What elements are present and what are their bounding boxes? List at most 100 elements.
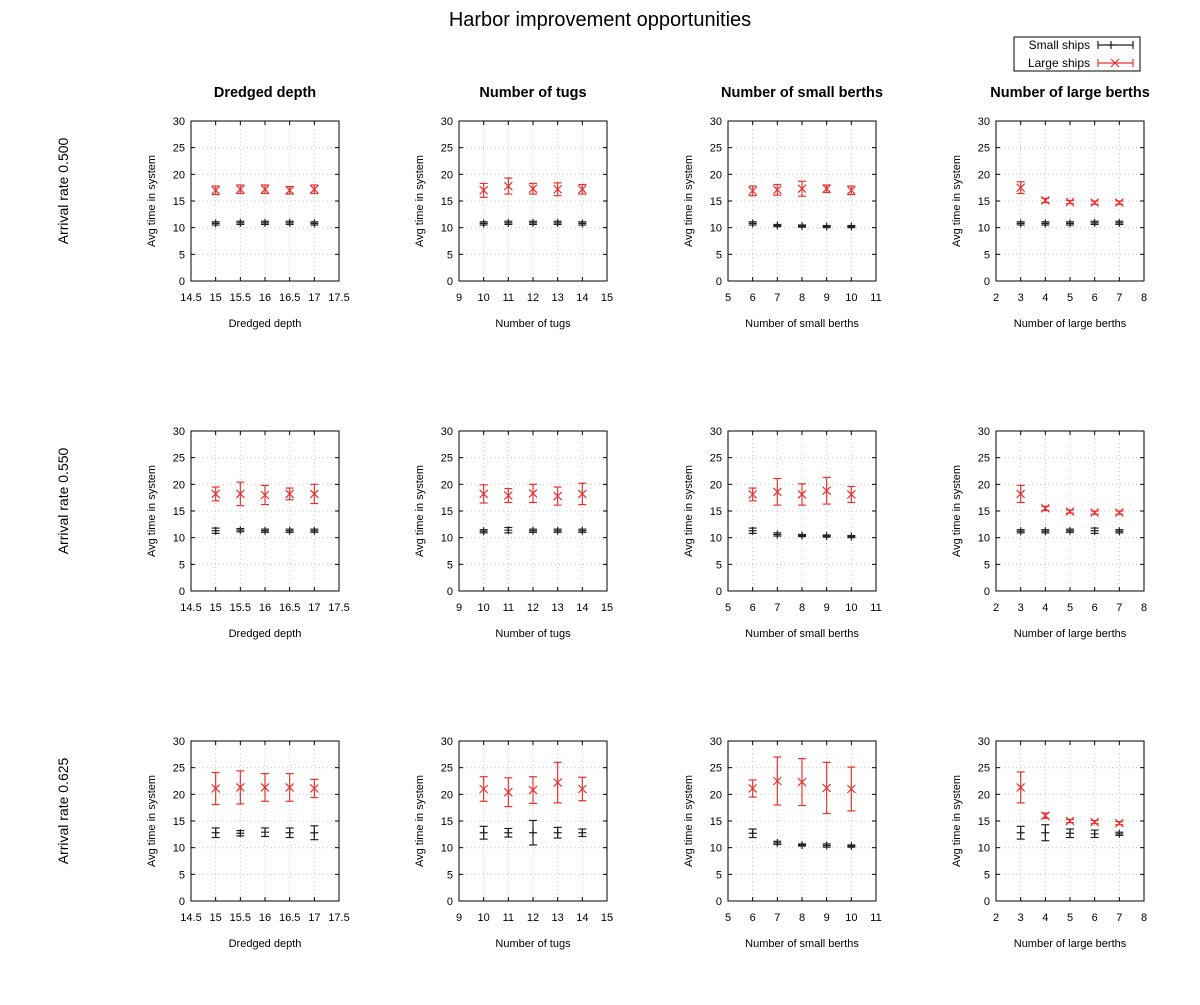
x-tick-label: 2 bbox=[993, 602, 999, 614]
y-axis-label: Avg time in system bbox=[951, 465, 963, 557]
large-ships-point bbox=[797, 490, 807, 499]
x-tick-label: 3 bbox=[1018, 292, 1024, 304]
y-tick-label: 0 bbox=[716, 276, 722, 288]
x-tick-label: 7 bbox=[1116, 602, 1122, 614]
y-tick-label: 10 bbox=[710, 533, 722, 545]
small-ships-point bbox=[310, 526, 319, 535]
y-tick-label: 15 bbox=[441, 816, 453, 828]
small-ships-point bbox=[479, 527, 488, 536]
row-label: Arrival rate 0.625 bbox=[55, 757, 71, 864]
x-tick-label: 15 bbox=[601, 912, 613, 924]
y-tick-label: 15 bbox=[173, 506, 185, 518]
column-title: Dredged depth bbox=[214, 85, 316, 101]
y-tick-label: 15 bbox=[978, 816, 990, 828]
small-ships-point bbox=[773, 530, 782, 539]
chart-title: Harbor improvement opportunities bbox=[449, 9, 751, 31]
small-ships-point bbox=[1016, 527, 1025, 536]
small-ships-point bbox=[1041, 219, 1050, 228]
y-tick-label: 25 bbox=[978, 763, 990, 775]
large-ships-point bbox=[528, 785, 538, 795]
x-tick-label: 4 bbox=[1042, 292, 1048, 304]
y-tick-label: 0 bbox=[447, 276, 453, 288]
y-tick-label: 20 bbox=[978, 169, 990, 181]
large-ships-point bbox=[797, 184, 807, 194]
large-ships-point bbox=[1016, 782, 1026, 792]
x-tick-label: 7 bbox=[774, 602, 780, 614]
y-tick-label: 0 bbox=[179, 896, 185, 908]
subplot: 0 5 10 15 20 25 30 9 10 11 12 13 14 15 Number of tugs A… bbox=[414, 426, 613, 640]
x-tick-label: 11 bbox=[870, 602, 881, 614]
y-tick-label: 30 bbox=[173, 736, 185, 748]
row-label: Arrival rate 0.550 bbox=[55, 447, 71, 554]
large-ships-point bbox=[309, 489, 319, 499]
large-ships-point bbox=[1114, 818, 1124, 828]
small-ships-point bbox=[529, 526, 537, 535]
x-tick-label: 5 bbox=[725, 912, 731, 924]
y-tick-label: 5 bbox=[716, 869, 722, 881]
x-tick-label: 16 bbox=[259, 912, 271, 924]
x-axis-label: Number of tugs bbox=[495, 628, 571, 640]
large-ships-point bbox=[822, 783, 832, 793]
small-ships-point bbox=[1016, 219, 1025, 228]
y-tick-label: 5 bbox=[984, 559, 990, 571]
small-ships-point bbox=[773, 221, 782, 230]
y-tick-label: 25 bbox=[978, 453, 990, 465]
large-ships-point bbox=[503, 787, 513, 797]
legend-label: Small ships bbox=[1029, 38, 1090, 52]
large-ships-point bbox=[211, 489, 221, 499]
x-tick-label: 6 bbox=[1092, 292, 1098, 304]
large-ships-point bbox=[1016, 489, 1026, 499]
x-tick-label: 8 bbox=[1141, 292, 1147, 304]
x-tick-label: 9 bbox=[456, 602, 462, 614]
x-tick-label: 6 bbox=[750, 292, 756, 304]
y-tick-label: 15 bbox=[441, 506, 453, 518]
x-tick-label: 6 bbox=[750, 602, 756, 614]
y-tick-label: 20 bbox=[173, 169, 185, 181]
x-tick-label: 6 bbox=[1092, 912, 1098, 924]
large-ships-point bbox=[772, 185, 782, 195]
y-tick-label: 10 bbox=[978, 223, 990, 235]
small-ships-point bbox=[847, 222, 856, 231]
small-ships-point bbox=[529, 218, 537, 227]
x-tick-label: 12 bbox=[527, 292, 539, 304]
x-tick-label: 17 bbox=[308, 292, 320, 304]
y-tick-label: 20 bbox=[173, 789, 185, 801]
large-ships-point bbox=[1065, 197, 1075, 207]
small-ships-point bbox=[236, 526, 245, 535]
y-tick-label: 5 bbox=[447, 869, 453, 881]
x-tick-label: 10 bbox=[845, 912, 857, 924]
large-ships-point bbox=[1065, 507, 1075, 516]
legend: Small ships Large ships bbox=[1013, 36, 1141, 72]
small-ships-point bbox=[1115, 527, 1124, 536]
small-ships-point bbox=[504, 828, 513, 837]
small-ships-point bbox=[261, 828, 269, 837]
x-tick-label: 11 bbox=[503, 602, 514, 614]
large-ships-point bbox=[577, 784, 587, 794]
small-ships-point bbox=[1016, 828, 1025, 837]
x-tick-label: 2 bbox=[993, 292, 999, 304]
large-ships-point bbox=[285, 782, 295, 792]
x-axis-label: Number of large berths bbox=[1014, 318, 1127, 330]
x-tick-label: 7 bbox=[774, 912, 780, 924]
y-tick-label: 5 bbox=[447, 559, 453, 571]
small-ships-point bbox=[1115, 829, 1124, 838]
x-tick-label: 14.5 bbox=[180, 602, 201, 614]
small-ships-point bbox=[847, 532, 856, 541]
small-ships-point bbox=[211, 526, 220, 535]
large-ships-point bbox=[285, 489, 295, 499]
row-label: Arrival rate 0.500 bbox=[55, 137, 71, 244]
large-ships-point bbox=[1040, 811, 1050, 821]
y-axis-label: Avg time in system bbox=[146, 775, 158, 867]
y-tick-label: 20 bbox=[710, 479, 722, 491]
y-axis-label: Avg time in system bbox=[951, 155, 963, 247]
small-ships-point bbox=[553, 218, 562, 227]
x-tick-label: 9 bbox=[456, 292, 462, 304]
small-ships-point bbox=[1090, 218, 1099, 227]
y-tick-label: 5 bbox=[179, 869, 185, 881]
large-ships-point bbox=[235, 489, 245, 499]
y-tick-label: 15 bbox=[978, 196, 990, 208]
large-ships-point bbox=[1040, 503, 1050, 513]
large-ships-point bbox=[235, 782, 245, 792]
large-ships-point bbox=[772, 776, 782, 786]
